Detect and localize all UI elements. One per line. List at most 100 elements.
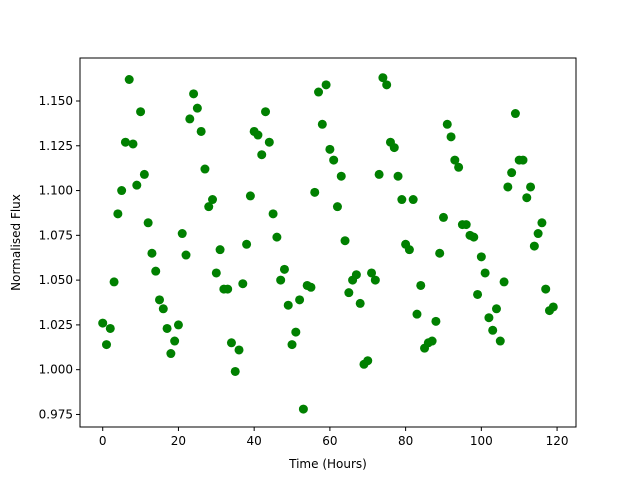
data-point xyxy=(295,295,305,305)
data-point xyxy=(507,168,517,178)
data-point xyxy=(336,171,346,181)
data-point xyxy=(173,320,183,330)
data-point xyxy=(211,268,221,278)
data-point xyxy=(132,180,142,190)
data-point xyxy=(382,80,392,90)
data-point xyxy=(155,295,165,305)
data-point xyxy=(510,109,520,119)
data-point xyxy=(204,202,214,212)
y-tick-label: 1.100 xyxy=(39,184,73,198)
data-point xyxy=(143,218,153,228)
data-point xyxy=(416,280,426,290)
y-axis-label: Normalised Flux xyxy=(9,194,23,291)
x-tick-label: 60 xyxy=(322,434,337,448)
data-point xyxy=(151,266,161,276)
data-point xyxy=(491,304,501,314)
data-point xyxy=(533,229,543,239)
data-point xyxy=(291,327,301,337)
data-point xyxy=(541,284,551,294)
data-point xyxy=(397,195,407,205)
data-point xyxy=(230,366,240,376)
data-point xyxy=(389,143,399,153)
data-point xyxy=(393,171,403,181)
data-point xyxy=(272,232,282,242)
data-point xyxy=(147,248,157,258)
data-point xyxy=(370,275,380,285)
data-point xyxy=(238,279,248,289)
data-point xyxy=(276,275,286,285)
data-point xyxy=(450,155,460,165)
data-point xyxy=(189,89,199,99)
data-point xyxy=(124,74,134,84)
data-point xyxy=(355,298,365,308)
data-point xyxy=(139,169,149,179)
data-point xyxy=(102,340,112,350)
data-points xyxy=(98,73,558,414)
data-point xyxy=(310,187,320,197)
data-point xyxy=(283,300,293,310)
data-point xyxy=(340,236,350,246)
x-tick-label: 80 xyxy=(398,434,413,448)
x-tick-label: 100 xyxy=(470,434,493,448)
data-point xyxy=(298,404,308,414)
data-point xyxy=(264,137,274,147)
axes-frame xyxy=(79,57,577,428)
data-point xyxy=(484,313,494,323)
data-point xyxy=(473,289,483,299)
y-tick-label: 1.075 xyxy=(39,228,73,242)
data-point xyxy=(503,182,513,192)
data-point xyxy=(117,186,127,196)
data-point xyxy=(526,182,536,192)
x-tick-label: 40 xyxy=(247,434,262,448)
data-point xyxy=(431,316,441,326)
data-point xyxy=(98,318,108,328)
data-point xyxy=(332,202,342,212)
data-point xyxy=(223,284,233,294)
data-point xyxy=(435,248,445,258)
x-tick-label: 20 xyxy=(171,434,186,448)
data-point xyxy=(317,119,327,129)
data-point xyxy=(234,345,244,355)
tick-layer: 0 20 40 60 80 100 120 0.975 1.000 1.025 1.050 1.075… xyxy=(39,94,569,448)
data-point xyxy=(181,250,191,260)
data-point xyxy=(438,212,448,222)
x-axis-label: Time (Hours) xyxy=(288,457,367,471)
data-point xyxy=(412,309,422,319)
y-tick-label: 1.125 xyxy=(39,139,73,153)
data-point xyxy=(306,282,316,292)
data-point xyxy=(495,336,505,346)
data-point xyxy=(329,155,339,165)
data-point xyxy=(261,107,271,117)
data-point xyxy=(109,277,119,287)
x-tick-label: 120 xyxy=(546,434,569,448)
data-point xyxy=(367,268,377,278)
data-point xyxy=(427,336,437,346)
data-point xyxy=(408,195,418,205)
data-point xyxy=(226,338,236,348)
data-point xyxy=(170,336,180,346)
data-point xyxy=(166,349,176,359)
plot-area xyxy=(79,57,577,428)
data-point xyxy=(128,139,138,149)
y-tick-label: 1.050 xyxy=(39,273,73,287)
data-point xyxy=(257,150,267,160)
data-point xyxy=(245,191,255,201)
data-point xyxy=(185,114,195,124)
data-point xyxy=(488,325,498,335)
data-point xyxy=(242,239,252,249)
data-point xyxy=(192,103,202,113)
data-point xyxy=(268,209,278,219)
data-point xyxy=(208,195,218,205)
y-tick-label: 1.150 xyxy=(39,94,73,108)
data-point xyxy=(374,169,384,179)
data-point xyxy=(454,162,464,172)
data-point xyxy=(325,144,335,154)
data-point xyxy=(162,323,172,333)
data-point xyxy=(522,193,532,203)
data-point xyxy=(446,132,456,142)
data-point xyxy=(344,288,354,298)
data-point xyxy=(476,252,486,262)
